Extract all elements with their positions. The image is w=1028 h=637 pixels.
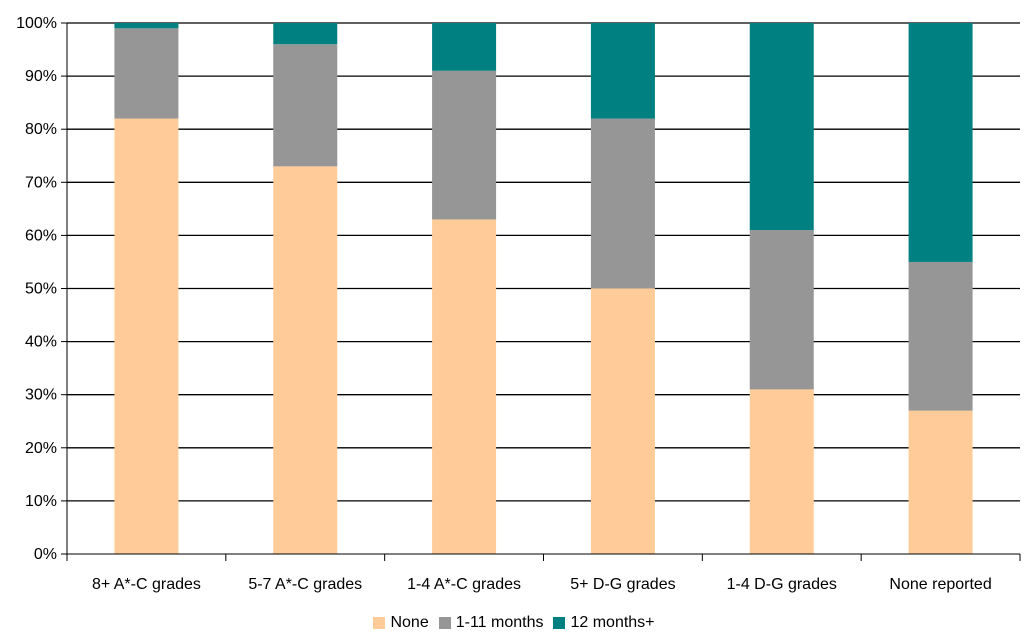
y-tick-label: 80% — [25, 121, 57, 138]
legend: None 1-11 months 12 months+ — [0, 614, 1028, 632]
y-tick-label: 40% — [25, 334, 57, 351]
bar-segment — [590, 288, 655, 554]
bar-segment — [590, 23, 655, 119]
bar-segment — [749, 230, 814, 390]
stacked-bar-chart: 0% 10% 20% 30% 40% 50% 60% 70% 80% 90% 100% 8+ A*-C… — [16, 15, 1021, 593]
y-tick-label: 0% — [34, 546, 57, 563]
y-tick-label: 60% — [25, 227, 57, 244]
legend-item: 12 months+ — [553, 614, 655, 632]
x-tick-label: 5-7 A*-C grades — [248, 576, 362, 593]
legend-item: 1-11 months — [438, 614, 544, 632]
legend-label: 12 months+ — [570, 614, 655, 631]
bar-segment — [749, 23, 814, 231]
bar-segment — [114, 118, 179, 554]
x-tick-label: 1-4 A*-C grades — [407, 576, 521, 593]
bar-segment — [273, 23, 338, 45]
y-tick-label: 90% — [25, 68, 57, 85]
y-tick-label: 50% — [25, 281, 57, 298]
y-tick-label: 70% — [25, 174, 57, 191]
y-tick-label: 20% — [25, 440, 57, 457]
legend-swatch — [438, 617, 451, 629]
bar-segment — [432, 23, 497, 71]
bar-segment — [273, 44, 338, 167]
x-tick-label: 1-4 D-G grades — [727, 576, 837, 593]
legend-item: None — [373, 614, 429, 632]
bar-segment — [749, 389, 814, 554]
legend-swatch — [373, 617, 386, 629]
y-tick-label: 30% — [25, 387, 57, 404]
bar-segment — [114, 28, 179, 119]
x-tick-label: None reported — [889, 576, 991, 593]
legend-swatch — [553, 617, 566, 629]
bar-segment — [908, 23, 973, 262]
y-tick-label: 100% — [16, 15, 57, 32]
bar-segment — [432, 70, 497, 220]
legend-label: 1-11 months — [455, 614, 544, 631]
x-tick-label: 5+ D-G grades — [570, 576, 675, 593]
bar-segment — [114, 23, 179, 29]
legend-label: None — [390, 614, 429, 631]
bar-segment — [432, 219, 497, 554]
bar-segment — [273, 166, 338, 554]
bar-segment — [908, 261, 973, 411]
bar-segment — [908, 410, 973, 554]
bar-segment — [590, 118, 655, 289]
y-tick-label: 10% — [25, 493, 57, 510]
x-tick-label: 8+ A*-C grades — [92, 576, 201, 593]
